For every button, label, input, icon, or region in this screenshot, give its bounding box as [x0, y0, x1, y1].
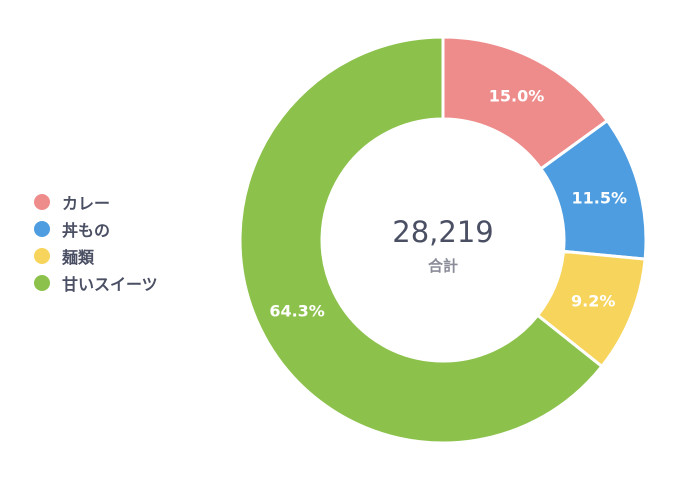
legend-label: 甘いスイーツ	[62, 274, 158, 294]
slice-label-2: 9.2%	[571, 292, 615, 311]
center-total-value: 28,219	[392, 215, 493, 249]
legend: カレー 丼もの 麺類 甘いスイーツ	[34, 188, 158, 296]
legend-swatch	[34, 247, 50, 264]
slice-label-1: 11.5%	[572, 188, 628, 207]
slice-label-0: 15.0%	[489, 87, 545, 106]
legend-label: 麺類	[62, 247, 95, 267]
center-total-label: 合計	[427, 257, 458, 275]
legend-swatch	[34, 193, 50, 210]
legend-item-curry[interactable]: カレー	[34, 188, 158, 215]
legend-item-noodles[interactable]: 麺類	[34, 242, 158, 269]
legend-item-sweets[interactable]: 甘いスイーツ	[34, 269, 158, 296]
legend-swatch	[34, 274, 50, 291]
slice-label-3: 64.3%	[269, 301, 325, 320]
legend-label: 丼もの	[62, 220, 111, 240]
slice-3[interactable]	[238, 35, 604, 445]
legend-item-donburi[interactable]: 丼もの	[34, 215, 158, 242]
legend-label: カレー	[62, 193, 111, 213]
legend-swatch	[34, 220, 50, 237]
